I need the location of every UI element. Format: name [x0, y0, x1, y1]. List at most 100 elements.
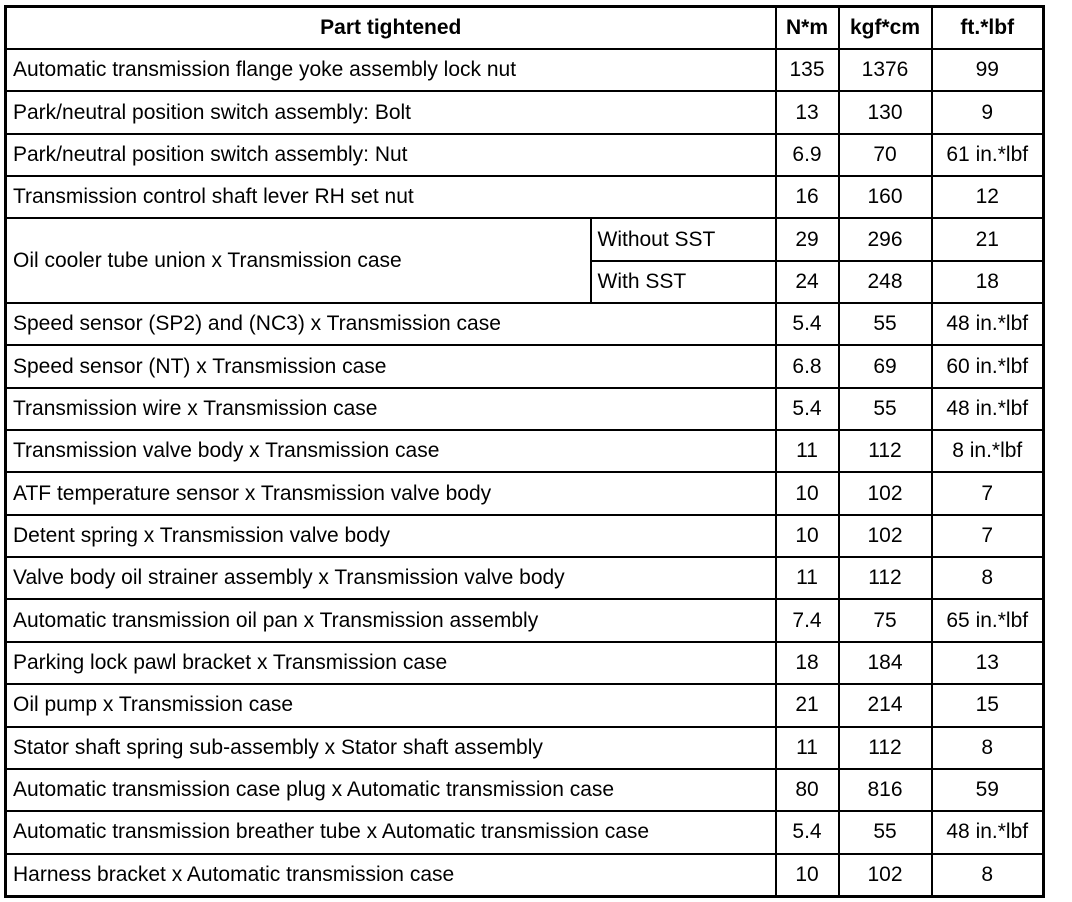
- part-cell: Automatic transmission oil pan x Transmi…: [4, 598, 777, 643]
- table-row: Automatic transmission case plug x Autom…: [4, 767, 1045, 813]
- part-cell: Automatic transmission breather tube x A…: [4, 810, 777, 855]
- nm-cell: 80: [774, 767, 840, 813]
- part-cell: Oil cooler tube union x Transmission cas…: [4, 217, 592, 305]
- part-cell: Transmission wire x Transmission case: [4, 386, 777, 432]
- nm-cell: 18: [774, 640, 840, 686]
- part-cell: Transmission control shaft lever RH set …: [4, 175, 777, 220]
- table-row: Park/neutral position switch assembly: B…: [4, 90, 1045, 135]
- table-row: Valve body oil strainer assembly x Trans…: [4, 556, 1045, 601]
- condition-cell: With SST: [589, 259, 777, 305]
- part-cell: Speed sensor (NT) x Transmission case: [4, 344, 777, 389]
- nm-cell: 6.8: [774, 344, 840, 389]
- part-cell: Detent spring x Transmission valve body: [4, 513, 777, 559]
- nm-cell: 5.4: [774, 810, 840, 855]
- table-row: Automatic transmission oil pan x Transmi…: [4, 598, 1045, 643]
- nm-cell: 10: [774, 471, 840, 516]
- nm-cell: 11: [774, 429, 840, 474]
- header-ftlbf: ft.*lbf: [930, 5, 1045, 50]
- ftlbf-cell: 8: [930, 852, 1045, 898]
- table-row: Parking lock pawl bracket x Transmission…: [4, 640, 1045, 686]
- kgfcm-cell: 248: [837, 259, 933, 305]
- ftlbf-cell: 48 in.*lbf: [930, 302, 1045, 347]
- header-part: Part tightened: [4, 5, 777, 50]
- ftlbf-cell: 12: [930, 175, 1045, 220]
- part-cell: Transmission valve body x Transmission c…: [4, 429, 777, 474]
- nm-cell: 135: [774, 47, 840, 93]
- kgfcm-cell: 112: [837, 556, 933, 601]
- kgfcm-cell: 75: [837, 598, 933, 643]
- table-row: Speed sensor (SP2) and (NC3) x Transmiss…: [4, 302, 1045, 347]
- table-row: Oil pump x Transmission case 21 214 15: [4, 683, 1045, 728]
- part-cell: Stator shaft spring sub-assembly x Stato…: [4, 725, 777, 770]
- kgfcm-cell: 55: [837, 302, 933, 347]
- ftlbf-cell: 61 in.*lbf: [930, 132, 1045, 178]
- kgfcm-cell: 296: [837, 217, 933, 262]
- ftlbf-cell: 48 in.*lbf: [930, 386, 1045, 432]
- table-row: Speed sensor (NT) x Transmission case 6.8…: [4, 344, 1045, 389]
- part-cell: Automatic transmission flange yoke assem…: [4, 47, 777, 93]
- nm-cell: 5.4: [774, 302, 840, 347]
- table-row: Transmission valve body x Transmission c…: [4, 429, 1045, 474]
- part-cell: Parking lock pawl bracket x Transmission…: [4, 640, 777, 686]
- kgfcm-cell: 102: [837, 471, 933, 516]
- nm-cell: 10: [774, 852, 840, 898]
- table-row: Harness bracket x Automatic transmission…: [4, 852, 1045, 898]
- kgfcm-cell: 112: [837, 725, 933, 770]
- table-row: Transmission wire x Transmission case 5.4…: [4, 386, 1045, 432]
- part-cell: Park/neutral position switch assembly: B…: [4, 90, 777, 135]
- nm-cell: 7.4: [774, 598, 840, 643]
- kgfcm-cell: 102: [837, 852, 933, 898]
- kgfcm-cell: 112: [837, 429, 933, 474]
- table-row: With SST 24 248 18: [6, 259, 1045, 305]
- part-cell: Harness bracket x Automatic transmission…: [4, 852, 777, 898]
- ftlbf-cell: 59: [930, 767, 1045, 813]
- part-cell: Park/neutral position switch assembly: N…: [4, 132, 777, 178]
- nm-cell: 29: [774, 217, 840, 262]
- table-row: Park/neutral position switch assembly: N…: [4, 132, 1045, 178]
- kgfcm-cell: 102: [837, 513, 933, 559]
- ftlbf-cell: 7: [930, 471, 1045, 516]
- kgfcm-cell: 69: [837, 344, 933, 389]
- ftlbf-cell: 60 in.*lbf: [930, 344, 1045, 389]
- kgfcm-cell: 1376: [837, 47, 933, 93]
- table-body: Automatic transmission flange yoke assem…: [4, 47, 1045, 898]
- kgfcm-cell: 55: [837, 810, 933, 855]
- table-row: Automatic transmission flange yoke assem…: [4, 47, 1045, 93]
- ftlbf-cell: 99: [930, 47, 1045, 93]
- ftlbf-cell: 65 in.*lbf: [930, 598, 1045, 643]
- ftlbf-cell: 15: [930, 683, 1045, 728]
- kgfcm-cell: 184: [837, 640, 933, 686]
- nm-cell: 16: [774, 175, 840, 220]
- ftlbf-cell: 18: [930, 259, 1045, 305]
- condition-cell: Without SST: [589, 217, 777, 262]
- kgfcm-cell: 130: [837, 90, 933, 135]
- table-row: Transmission control shaft lever RH set …: [4, 175, 1045, 220]
- ftlbf-cell: 8 in.*lbf: [930, 429, 1045, 474]
- ftlbf-cell: 9: [930, 90, 1045, 135]
- header-row: Part tightened N*m kgf*cm ft.*lbf: [4, 5, 1045, 50]
- header-nm: N*m: [774, 5, 840, 50]
- ftlbf-cell: 8: [930, 556, 1045, 601]
- nm-cell: 5.4: [774, 386, 840, 432]
- kgfcm-cell: 70: [837, 132, 933, 178]
- kgfcm-cell: 160: [837, 175, 933, 220]
- table-row: Oil cooler tube union x Transmission cas…: [4, 217, 1045, 305]
- nm-cell: 11: [774, 725, 840, 770]
- ftlbf-cell: 21: [930, 217, 1045, 262]
- table-row: Stator shaft spring sub-assembly x Stato…: [4, 725, 1045, 770]
- torque-spec-table: Part tightened N*m kgf*cm ft.*lbf Automa…: [4, 5, 1045, 898]
- nm-cell: 13: [774, 90, 840, 135]
- nm-cell: 21: [774, 683, 840, 728]
- table-row: Automatic transmission breather tube x A…: [4, 810, 1045, 855]
- ftlbf-cell: 8: [930, 725, 1045, 770]
- part-cell: Automatic transmission case plug x Autom…: [4, 767, 777, 813]
- nm-cell: 11: [774, 556, 840, 601]
- ftlbf-cell: 48 in.*lbf: [930, 810, 1045, 855]
- table-row: Detent spring x Transmission valve body 1…: [4, 513, 1045, 559]
- part-cell: Oil pump x Transmission case: [4, 683, 777, 728]
- nm-cell: 10: [774, 513, 840, 559]
- part-cell: ATF temperature sensor x Transmission va…: [4, 471, 777, 516]
- table-row: ATF temperature sensor x Transmission va…: [4, 471, 1045, 516]
- ftlbf-cell: 13: [930, 640, 1045, 686]
- part-cell: Valve body oil strainer assembly x Trans…: [4, 556, 777, 601]
